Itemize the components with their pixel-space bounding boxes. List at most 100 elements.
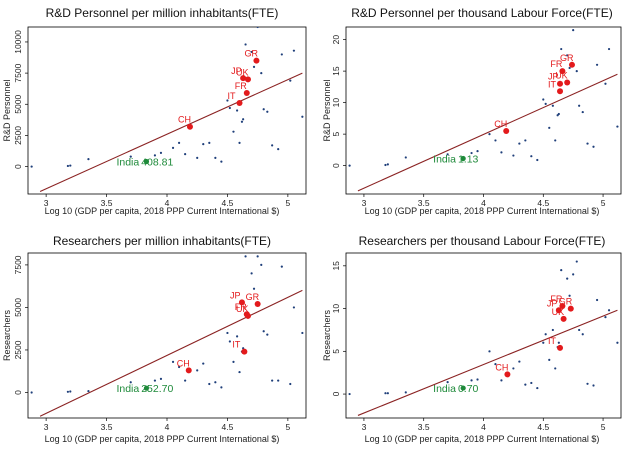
scatter-point [604,82,607,85]
scatter-point [470,379,473,382]
scatter-point [386,163,389,166]
india-label: India 252.70 [116,383,173,395]
y-tick-label: 7500 [13,255,23,274]
x-tick-label: 5 [601,198,606,208]
x-tick-label: 4 [165,422,170,432]
x-tick-label: 3.5 [101,198,113,208]
scatter-point [586,142,589,145]
highlight-point [253,57,260,64]
scatter-point [129,155,132,158]
scatter-point [159,151,163,154]
chart-title: Researchers per thousand Labour Force(FT… [359,234,606,248]
y-tick-label: 10 [331,304,341,314]
x-tick-label: 4 [165,198,170,208]
plot-area [27,252,307,419]
scatter-point [171,146,175,149]
scatter-point [226,331,229,335]
y-tick-label: 5 [331,131,341,136]
scatter-point [586,382,589,385]
scatter-point [476,378,479,381]
x-tick-label: 4.5 [537,422,549,432]
scatter-point [220,386,223,389]
india-point [143,158,150,165]
scatter-point [500,379,503,382]
highlight-point [559,303,566,310]
y-tick-label: 2500 [13,126,23,145]
scatter-point [177,141,181,145]
x-tick-label: 3 [44,422,49,432]
country-label: GR [560,53,574,63]
country-label: UK [552,307,565,317]
fit-line [39,289,303,417]
scatter-point [542,341,545,344]
scatter-point [153,379,157,382]
x-tick-label: 3.5 [101,422,113,432]
country-label: IT [228,91,237,101]
country-label: JP [548,72,559,82]
plot-area [345,26,622,195]
scatter-point [236,335,239,338]
scatter-point [536,158,539,162]
highlight-point [238,299,245,306]
country-label: FR [235,81,247,91]
scatter-point [250,50,253,54]
scatter-point [578,104,581,107]
scatter-point [568,294,571,297]
scatter-point [607,309,611,312]
chart-panel-1: R&D Personnel per million inhabitants(FT… [2,6,307,216]
scatter-point [236,109,239,112]
y-tick-label: 5 [331,349,341,354]
scatter-point [566,54,569,57]
x-tick-label: 5 [601,422,606,432]
scatter-point [292,306,296,309]
country-label: IT [232,340,241,350]
country-label: JP [547,298,558,308]
scatter-point [242,118,245,121]
chart-panel-4: Researchers per thousand Labour Force(FT… [322,234,622,444]
scatter-point [554,367,557,370]
scatter-point [159,377,163,380]
y-tick-label: 20 [331,35,341,45]
x-axis-label: Log 10 (GDP per capita, 2018 PPP Current… [45,206,280,216]
x-axis-label: Log 10 (GDP per capita, 2018 PPP Current… [365,434,600,444]
x-tick-label: 3 [362,198,367,208]
india-value: 252.70 [141,383,173,395]
india-value: 0.70 [458,383,479,395]
scatter-point [348,164,351,167]
scatter-point [226,99,229,102]
scatter-point [244,43,247,46]
scatter-point [518,142,521,145]
y-tick-label: 15 [331,261,341,271]
scatter-point [214,156,217,159]
country-label: CH [177,358,190,368]
scatter-point [575,70,578,73]
scatter-point [560,268,563,272]
x-axis-label: Log 10 (GDP per capita, 2018 PPP Current… [365,206,600,216]
india-label: India 408.81 [116,156,173,168]
india-name: India [116,383,139,395]
country-label: GR [246,292,260,302]
highlight-point [254,301,261,308]
y-tick-label: 15 [331,66,341,76]
scatter-point [266,110,269,113]
india-value: 408.81 [141,156,173,168]
y-axis-label: Researchers [2,309,12,361]
scatter-point [604,316,607,319]
x-tick-label: 3 [44,198,49,208]
y-tick-label: 0 [13,390,23,395]
highlight-point [557,88,564,95]
country-label: GR [559,297,573,307]
fit-line [39,72,303,193]
scatter-point [153,154,157,157]
scatter-point [256,27,259,29]
country-label: FR [550,294,562,304]
country-label: GR [244,49,258,59]
y-axis-label: R&D Personnel [2,79,12,141]
scatter-point [202,362,205,365]
scatter-point [260,263,263,267]
scatter-point [551,328,554,332]
scatter-point [581,333,584,336]
india-value: 1.13 [458,154,479,166]
highlight-point [557,344,564,351]
highlight-point [244,76,251,83]
